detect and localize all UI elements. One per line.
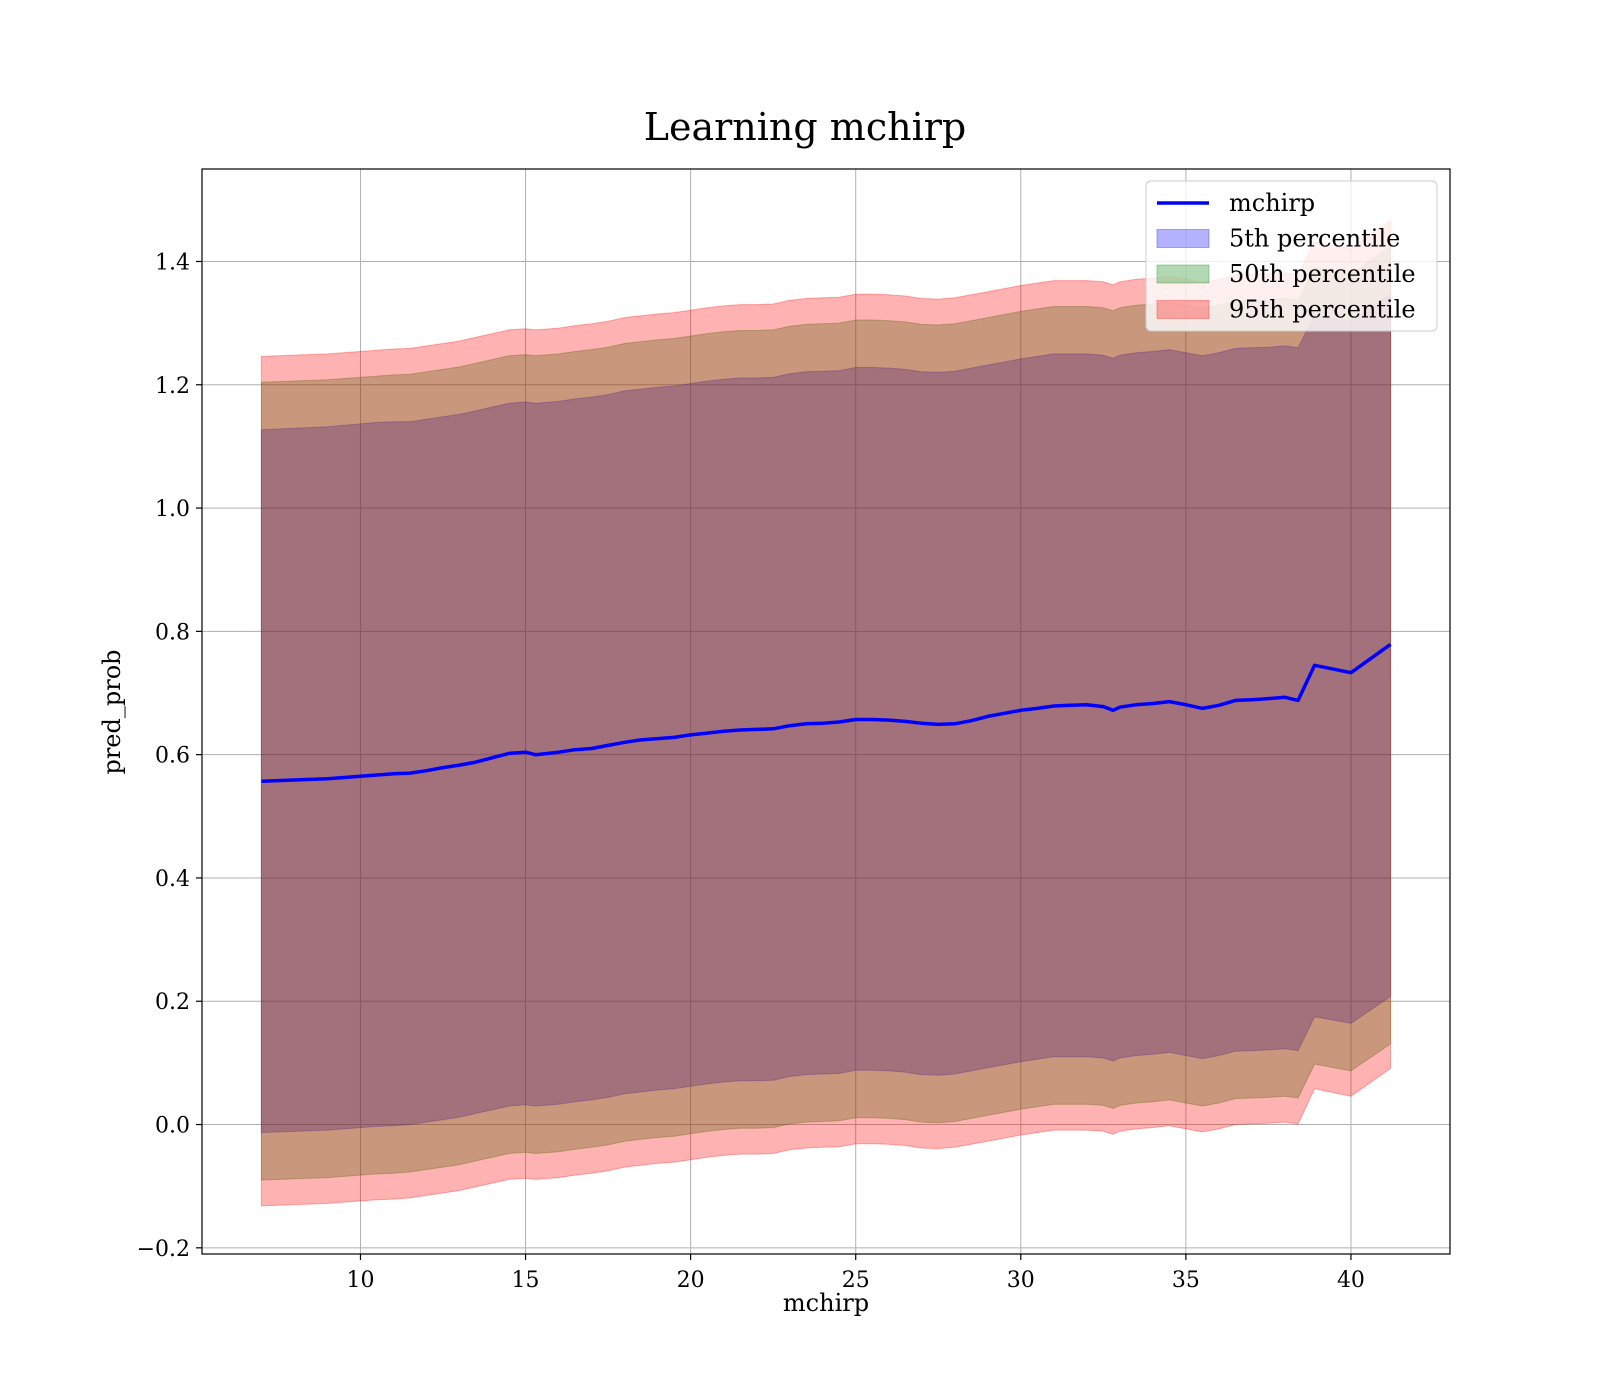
x-tick-label: 10 — [346, 1268, 374, 1293]
y-tick-label: 0.6 — [155, 744, 190, 769]
legend-entry: 5th percentile — [1229, 225, 1400, 253]
legend-box — [1145, 180, 1438, 332]
y-tick-label: 0.4 — [155, 867, 190, 892]
legend-swatch — [1156, 229, 1210, 248]
x-tick-label: 25 — [842, 1268, 870, 1293]
series-line-mchirp — [261, 642, 1392, 783]
x-tick-label: 20 — [677, 1268, 705, 1293]
y-axis-label: pred_prob — [98, 649, 126, 774]
x-tick-label: 15 — [512, 1268, 540, 1293]
legend-swatch — [1156, 264, 1210, 284]
band-5th — [260, 292, 1392, 1134]
legend-entry: 50th percentile — [1229, 260, 1416, 288]
legend-entry: 95th percentile — [1229, 296, 1416, 324]
series-lines — [261, 642, 1392, 783]
axis-ticks: 10 15 20 25 30 35 40 −0.2 0.0 0.2 0.4 0.6 0.8 1.0 1.2 1… — [137, 250, 1365, 1293]
y-tick-label: 1.2 — [155, 374, 190, 399]
percentile-bands — [260, 219, 1392, 1207]
grid-lines — [202, 169, 1450, 1254]
y-tick-label: 0.2 — [155, 990, 190, 1015]
band-50th — [260, 245, 1392, 1181]
x-tick-label: 40 — [1337, 1268, 1365, 1293]
y-tick-label: −0.2 — [137, 1237, 190, 1262]
x-axis-label: mchirp — [783, 1289, 869, 1317]
plot-frame — [201, 168, 1451, 1255]
band-95th — [260, 219, 1392, 1207]
y-tick-label: 0.8 — [155, 620, 190, 645]
chart-title: Learning mchirp — [644, 105, 966, 149]
y-tick-label: 1.4 — [155, 250, 190, 275]
y-tick-label: 0.0 — [155, 1114, 190, 1139]
legend-swatch — [1156, 300, 1210, 319]
legend-entry: mchirp — [1229, 189, 1315, 217]
legend: mchirp 5th percentile 50th percentile 95th … — [1145, 180, 1438, 332]
x-tick-label: 30 — [1007, 1268, 1035, 1293]
y-tick-label: 1.0 — [155, 497, 190, 522]
x-tick-label: 35 — [1172, 1268, 1200, 1293]
